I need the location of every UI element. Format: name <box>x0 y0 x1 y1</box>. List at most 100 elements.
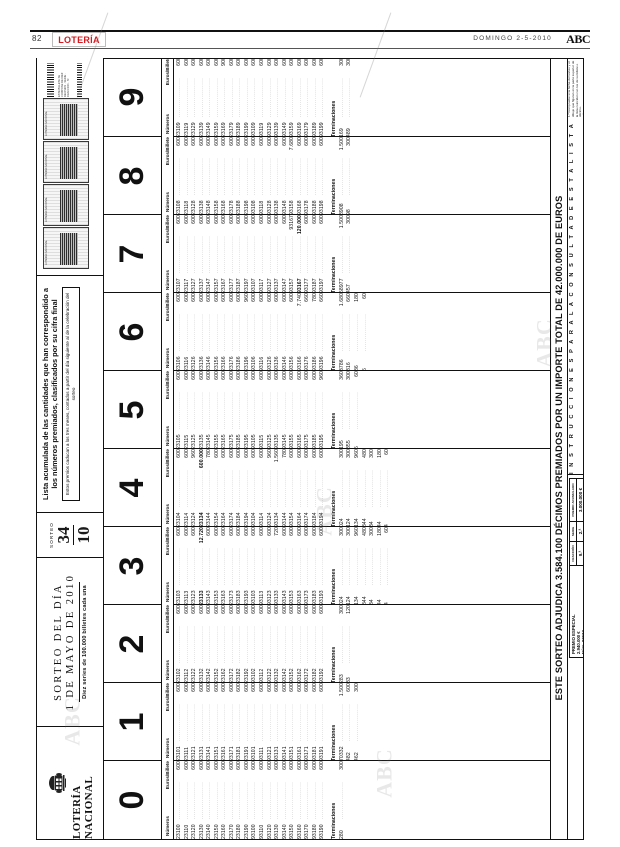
terminacion-amount: 300 <box>338 605 345 614</box>
terminacion-row: 844...................... 480 <box>361 527 369 605</box>
prize-number: 23121 <box>191 746 198 761</box>
leader-dots: ...................... <box>266 314 272 351</box>
prize-column-8: 23108...................... 600 23118.....… <box>173 137 551 215</box>
prize-number: 23155 <box>213 434 220 449</box>
terminacion-number: 5 <box>354 446 361 449</box>
prize-number: 23146 <box>206 356 213 371</box>
leader-dots: ...................... <box>311 78 317 117</box>
prize-number: 93170 <box>304 824 311 839</box>
leader-dots: ...................... <box>259 470 265 507</box>
prize-amount: 600 <box>206 293 213 302</box>
prize-number: 93106 <box>251 356 258 371</box>
prize-number: 23195 <box>243 434 250 449</box>
leader-dots: ...................... <box>206 782 212 819</box>
prize-amount: 600 <box>183 137 190 146</box>
terminacion-row: 462...................... 300 <box>353 683 361 761</box>
prize-amount: 600 <box>236 683 243 692</box>
prize-row: 23118...................... 600 <box>183 137 191 215</box>
leader-dots: ...................... <box>228 470 234 507</box>
leader-dots: ...................... <box>213 78 219 117</box>
terminacion-number: 280 <box>338 830 345 839</box>
prize-number: 23197 <box>243 278 250 293</box>
prize-number: 93180 <box>311 824 318 839</box>
terminacion-amount: 960 <box>354 527 361 536</box>
terminacion-number: 457 <box>346 284 353 293</box>
prize-row: 93178...................... 600 <box>303 137 311 215</box>
prize-number: 93123 <box>266 590 273 605</box>
prize-amount: 600 <box>213 761 220 770</box>
prize-row: 23191...................... 600 <box>243 683 251 761</box>
ticket-art <box>60 233 78 265</box>
digit-header-4: 4 <box>103 449 161 527</box>
prize-column-7: 23107...................... 600 23117.....… <box>173 215 551 293</box>
prize-row: 23185...................... 600 <box>235 371 243 449</box>
leader-dots: ...................... <box>198 782 204 819</box>
terminacion-amount: 300 <box>346 449 353 458</box>
fraccion-cell: FRACCIÓN 9.ª <box>570 541 584 565</box>
prize-row: 93190...................... 600 <box>318 761 326 839</box>
subheader-numeros-4: Números <box>164 504 170 524</box>
prize-row: 23194...................... 600 <box>243 449 251 527</box>
prize-amount: 600 <box>304 58 311 66</box>
digit-header-8: 8 <box>103 137 161 215</box>
terminacion-amount: 960 <box>354 449 361 458</box>
ticket-legal-text: ESTE BILLETE SE COMPONE DE DIEZ DECIMOS … <box>58 72 70 97</box>
terminacion-amount: 300 <box>338 761 345 770</box>
leader-dots: ...................... <box>213 704 219 741</box>
prize-row: 93150...................... 600 <box>288 761 296 839</box>
terminacion-number: 44 <box>376 521 383 527</box>
prize-row: 93140...................... 600 <box>281 761 289 839</box>
prize-row: 93121...................... 600 <box>266 683 274 761</box>
leader-dots: ...................... <box>289 158 295 195</box>
leader-dots: ...................... <box>259 626 265 663</box>
leader-dots: ...................... <box>191 782 197 819</box>
section-badge: LOTERÍA <box>52 32 106 47</box>
prize-number: 93138 <box>274 200 281 215</box>
prize-row: 93129...................... 600 <box>266 58 274 137</box>
prize-number: 93112 <box>259 668 266 683</box>
prize-amount: 600 <box>243 137 250 146</box>
subheader-numeros-7: Números <box>164 270 170 290</box>
terminaciones-title: Terminaciones <box>330 100 337 137</box>
terminacion-row: 482...................... 600 <box>345 683 353 761</box>
leader-dots: ...................... <box>206 78 212 117</box>
subheader-euros-9: Euros/Billete <box>164 58 170 86</box>
leader-dots: ...................... <box>176 314 181 351</box>
prize-row: 93147...................... 600 <box>281 215 289 293</box>
prize-amount: 600 <box>319 137 326 146</box>
prize-column-6: 23106...................... 600 23116.....… <box>173 293 551 371</box>
prize-number: 93158 <box>289 200 296 215</box>
leader-dots: ...................... <box>281 78 287 117</box>
leader-dots: ...................... <box>198 78 204 117</box>
prize-amount: 600 <box>304 215 311 224</box>
prize-number: 93104 <box>251 512 258 527</box>
prize-amount: 600 <box>319 449 326 458</box>
leader-dots: ...................... <box>346 314 352 351</box>
prize-amount: 600 <box>206 215 213 224</box>
prize-amount: 600 <box>296 449 303 458</box>
prize-row: 23126...................... 600 <box>190 293 198 371</box>
leader-dots: ...................... <box>206 548 212 585</box>
leader-dots: ...................... <box>243 392 249 429</box>
prize-amount: 600 <box>304 683 311 692</box>
prize-number: 23157 <box>213 278 220 293</box>
subheader-euros-2: Euros/Billete <box>164 605 170 634</box>
prize-row: 93186...................... 780 <box>311 293 319 371</box>
leader-dots: ...................... <box>221 314 227 351</box>
prize-amount: 660 <box>304 293 311 302</box>
terminacion-number: 316 <box>346 362 353 371</box>
prize-row: 93128...................... 600 <box>266 137 274 215</box>
prize-row: 93197...................... 600 <box>318 215 326 293</box>
prize-row: 93100...................... 600 <box>250 761 258 839</box>
prize-column-5: 23105...................... 600 23115.....… <box>173 371 551 449</box>
digit-label: 0 <box>113 790 151 810</box>
prize-row: 23139...................... 600 <box>198 58 206 137</box>
prize-row: 23155...................... 600 <box>213 371 221 449</box>
prize-amount: 600 <box>251 605 258 614</box>
leader-dots: ...................... <box>369 548 375 585</box>
terminacion-amount: 300 <box>346 527 353 536</box>
prize-number: 93136 <box>274 356 281 371</box>
terminacion-number: 86 <box>354 365 361 371</box>
terminacion-number: 4 <box>384 602 391 605</box>
